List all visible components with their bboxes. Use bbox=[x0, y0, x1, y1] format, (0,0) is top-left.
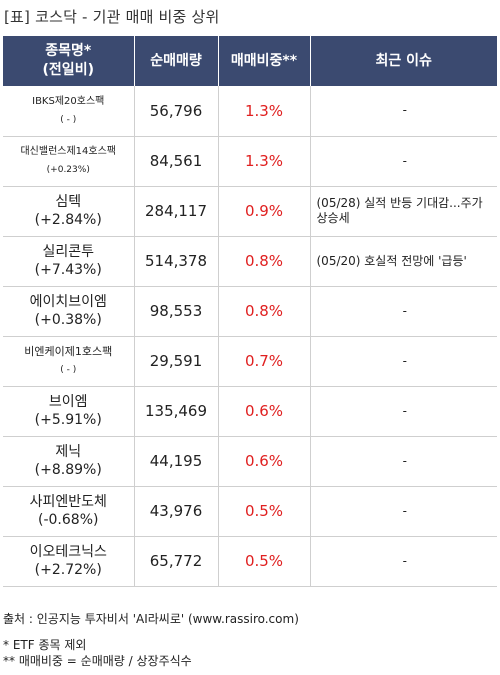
trade-ratio: 0.8% bbox=[218, 236, 311, 287]
trade-ratio: 0.6% bbox=[218, 386, 311, 437]
stock-name: 대신밸런스제14호스팩 bbox=[20, 146, 117, 157]
trade-ratio: 1.3% bbox=[218, 86, 311, 137]
source-note: 출처 : 인공지능 투자비서 'AI라씨로' (www.rassiro.com) bbox=[3, 612, 299, 626]
stock-name: 이오테크닉스 bbox=[29, 544, 107, 560]
net-volume: 65,772 bbox=[134, 536, 219, 587]
net-volume: 135,469 bbox=[134, 386, 219, 437]
stock-change: ( - ) bbox=[60, 114, 77, 125]
stock-change: (+7.43%) bbox=[34, 262, 102, 278]
trade-ratio: 0.7% bbox=[218, 336, 311, 387]
table-row: 사피엔반도체 (-0.68%) 43,976 0.5% - bbox=[3, 486, 497, 537]
recent-issue: - bbox=[310, 386, 497, 437]
recent-issue: (05/20) 호실적 전망에 '급등' bbox=[310, 236, 497, 287]
net-volume: 98,553 bbox=[134, 286, 219, 337]
net-volume: 44,195 bbox=[134, 436, 219, 487]
stock-name-cell: 사피엔반도체 (-0.68%) bbox=[3, 486, 135, 537]
table-row: 대신밸런스제14호스팩 (+0.23%) 84,561 1.3% - bbox=[3, 136, 497, 187]
stock-name-cell: 브이엠 (+5.91%) bbox=[3, 386, 135, 437]
stock-name: 실리콘투 bbox=[42, 244, 95, 260]
trade-ratio: 0.5% bbox=[218, 536, 311, 587]
recent-issue: - bbox=[310, 286, 497, 337]
stock-change: (+5.91%) bbox=[34, 412, 102, 428]
stock-change: (+0.23%) bbox=[46, 165, 90, 175]
table-row: 에이치브이엠 (+0.38%) 98,553 0.8% - bbox=[3, 286, 497, 337]
page-title: [표] 코스닥 - 기관 매매 비중 상위 bbox=[4, 8, 220, 26]
table-row: 제닉 (+8.89%) 44,195 0.6% - bbox=[3, 436, 497, 487]
trade-ratio: 0.6% bbox=[218, 436, 311, 487]
stock-name-cell: 에이치브이엠 (+0.38%) bbox=[3, 286, 135, 337]
header-ratio: 매매비중** bbox=[218, 36, 311, 86]
stock-name: 비엔케이제1호스팩 bbox=[24, 345, 113, 358]
stock-change: (+0.38%) bbox=[34, 312, 102, 328]
header-name: 종목명* (전일비) bbox=[3, 36, 135, 86]
recent-issue: - bbox=[310, 136, 497, 187]
table-row: 이오테크닉스 (+2.72%) 65,772 0.5% - bbox=[3, 536, 497, 587]
table-header-row: 종목명* (전일비) 순매매량 매매비중** 최근 이슈 bbox=[3, 36, 497, 86]
stock-change: (+8.89%) bbox=[34, 462, 102, 478]
stock-name: IBKS제20호스팩 bbox=[32, 95, 105, 107]
stock-name: 심텍 bbox=[55, 194, 82, 210]
stock-change: (+2.72%) bbox=[34, 562, 102, 578]
stock-name: 에이치브이엠 bbox=[29, 294, 107, 310]
stock-change: (-0.68%) bbox=[38, 512, 99, 528]
recent-issue: - bbox=[310, 536, 497, 587]
header-name-line2: (전일비) bbox=[42, 62, 94, 78]
table-row: 브이엠 (+5.91%) 135,469 0.6% - bbox=[3, 386, 497, 437]
trade-ratio: 1.3% bbox=[218, 136, 311, 187]
trade-ratio: 0.9% bbox=[218, 186, 311, 237]
table-row: 실리콘투 (+7.43%) 514,378 0.8% (05/20) 호실적 전… bbox=[3, 236, 497, 287]
stock-name-cell: 실리콘투 (+7.43%) bbox=[3, 236, 135, 287]
table-row: 심텍 (+2.84%) 284,117 0.9% (05/28) 실적 반등 기… bbox=[3, 186, 497, 237]
stock-name: 제닉 bbox=[55, 444, 82, 460]
recent-issue: - bbox=[310, 436, 497, 487]
stock-name: 사피엔반도체 bbox=[29, 494, 107, 510]
etf-exclusion-note: * ETF 종목 제외 bbox=[3, 638, 87, 652]
net-volume: 43,976 bbox=[134, 486, 219, 537]
table-row: 비엔케이제1호스팩 ( - ) 29,591 0.7% - bbox=[3, 336, 497, 387]
recent-issue: - bbox=[310, 486, 497, 537]
header-name-line1: 종목명* bbox=[45, 43, 92, 59]
stock-name-cell: IBKS제20호스팩 ( - ) bbox=[3, 86, 135, 137]
trade-ratio: 0.8% bbox=[218, 286, 311, 337]
stock-name-cell: 제닉 (+8.89%) bbox=[3, 436, 135, 487]
recent-issue: (05/28) 실적 반등 기대감...주가 상승세 bbox=[310, 186, 497, 237]
net-volume: 29,591 bbox=[134, 336, 219, 387]
net-volume: 284,117 bbox=[134, 186, 219, 237]
net-volume: 514,378 bbox=[134, 236, 219, 287]
ratio-definition-note: ** 매매비중 = 순매매량 / 상장주식수 bbox=[3, 654, 192, 668]
net-volume: 56,796 bbox=[134, 86, 219, 137]
table-row: IBKS제20호스팩 ( - ) 56,796 1.3% - bbox=[3, 86, 497, 137]
stock-name-cell: 비엔케이제1호스팩 ( - ) bbox=[3, 336, 135, 387]
stock-change: ( - ) bbox=[60, 365, 77, 375]
stock-change: (+2.84%) bbox=[34, 212, 102, 228]
header-volume: 순매매량 bbox=[134, 36, 219, 86]
stock-name-cell: 심텍 (+2.84%) bbox=[3, 186, 135, 237]
recent-issue: - bbox=[310, 86, 497, 137]
stock-name: 브이엠 bbox=[48, 394, 88, 410]
stock-name-cell: 이오테크닉스 (+2.72%) bbox=[3, 536, 135, 587]
institution-trading-table: 종목명* (전일비) 순매매량 매매비중** 최근 이슈 IBKS제20호스팩 … bbox=[3, 36, 497, 587]
stock-name-cell: 대신밸런스제14호스팩 (+0.23%) bbox=[3, 136, 135, 187]
recent-issue: - bbox=[310, 336, 497, 387]
header-issue: 최근 이슈 bbox=[310, 36, 497, 86]
net-volume: 84,561 bbox=[134, 136, 219, 187]
trade-ratio: 0.5% bbox=[218, 486, 311, 537]
